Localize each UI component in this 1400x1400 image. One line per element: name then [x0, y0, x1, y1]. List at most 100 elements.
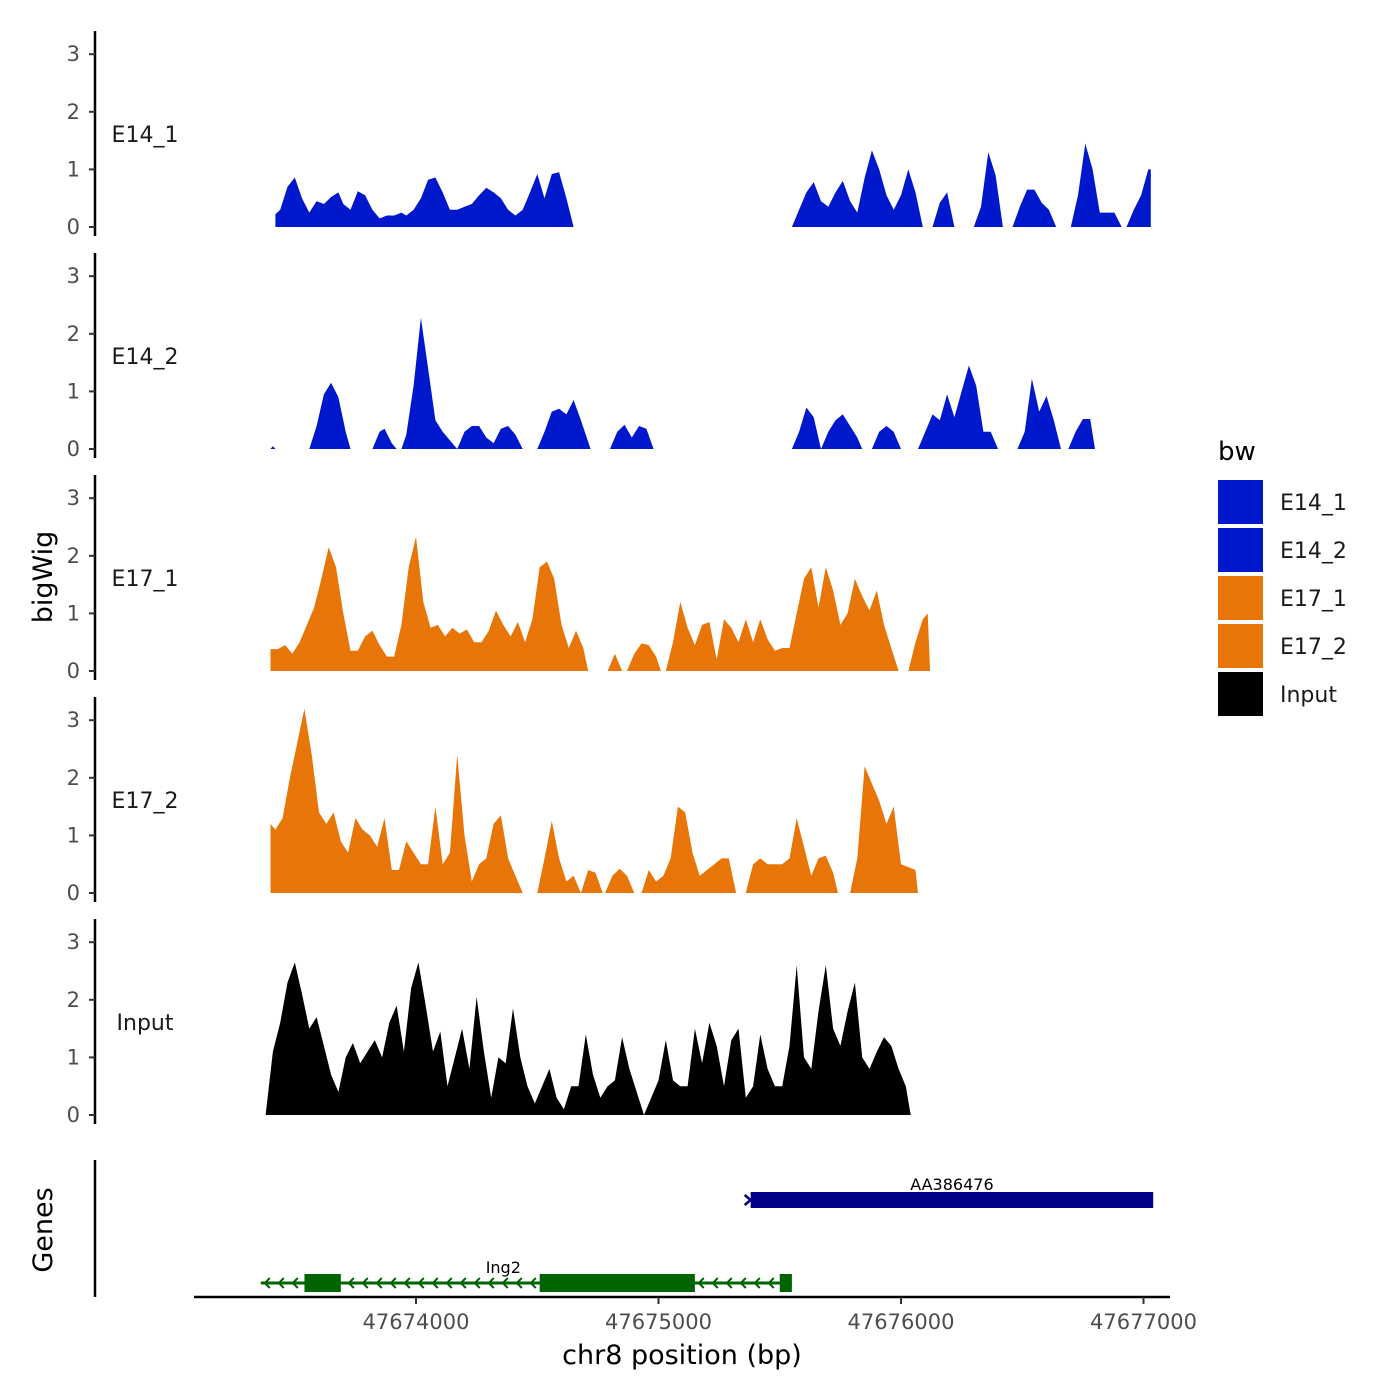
- legend-swatch: [1218, 624, 1263, 668]
- y-tick-label: 3: [67, 486, 80, 510]
- signal-area-E17_2: [745, 818, 838, 893]
- gene-label: AA386476: [910, 1175, 993, 1194]
- strand-arrow: [753, 1277, 761, 1289]
- y-tick-label: 2: [67, 988, 80, 1012]
- strand-arrow: [445, 1277, 453, 1289]
- strand-arrow: [725, 1277, 733, 1289]
- strand-arrow: [739, 1277, 747, 1289]
- legend: bw E14_1 E14_2 E17_1 E17_2 Input: [1218, 437, 1347, 716]
- signal-area-E14_2: [270, 446, 276, 449]
- x-tick-label: 47676000: [848, 1310, 955, 1334]
- strand-arrow: [473, 1277, 481, 1289]
- signal-area-E14_2: [1068, 419, 1095, 449]
- strand-arrow: [361, 1277, 369, 1289]
- strand-arrow: [389, 1277, 397, 1289]
- signal-area-E14_2: [610, 424, 654, 449]
- signal-area-E17_2: [537, 821, 581, 893]
- y-tick-label: 1: [67, 601, 80, 625]
- signal-area-E14_1: [973, 152, 1003, 227]
- strand-arrow: [515, 1277, 523, 1289]
- strand-arrow: [743, 1194, 753, 1206]
- gene-Ing2: Ing2: [260, 1258, 792, 1292]
- legend-label: E14_2: [1280, 539, 1347, 564]
- signal-area-E17_1: [908, 613, 931, 671]
- signal-area-E14_1: [1012, 189, 1057, 227]
- y-tick-label: 3: [67, 264, 80, 288]
- gene-exon: [539, 1274, 695, 1292]
- track-label: E17_1: [112, 567, 179, 592]
- y-axis-title: bigWig: [28, 531, 59, 624]
- track-E14_1: 0 1 2 3 E14_1: [67, 31, 1151, 239]
- signal-area-E14_2: [537, 400, 591, 449]
- legend-swatch: [1218, 528, 1263, 572]
- track-E17_1: 0 1 2 3 E17_1: [67, 475, 931, 683]
- genes-axis-title: Genes: [28, 1187, 59, 1272]
- signal-area-E14_2: [309, 382, 351, 449]
- signal-area-E14_1: [1126, 169, 1151, 227]
- signal-area-E17_2: [605, 868, 635, 893]
- legend-swatch: [1218, 672, 1263, 716]
- signal-area-E17_1: [270, 536, 589, 671]
- strand-arrow: [263, 1277, 271, 1289]
- strand-arrow: [487, 1277, 495, 1289]
- legend-label: E17_1: [1280, 587, 1347, 612]
- y-tick-label: 3: [67, 42, 80, 66]
- gene-label: Ing2: [486, 1258, 521, 1277]
- track-E14_2: 0 1 2 3 E14_2: [67, 253, 1095, 461]
- x-axis: 47674000 47675000 47676000 47677000: [194, 1295, 1197, 1334]
- y-tick-label: 2: [67, 100, 80, 124]
- gene-AA386476: AA386476: [743, 1175, 1154, 1208]
- strand-arrow: [403, 1277, 411, 1289]
- y-tick-label: 1: [67, 379, 80, 403]
- strand-arrow: [459, 1277, 467, 1289]
- signal-area-E17_1: [665, 567, 899, 671]
- track-Input: 0 1 2 3 Input: [67, 919, 911, 1127]
- y-tick-label: 0: [67, 659, 80, 683]
- y-tick-label: 3: [67, 708, 80, 732]
- track-E17_2: 0 1 2 3 E17_2: [67, 697, 918, 905]
- gene-exon: [304, 1274, 341, 1292]
- signal-area-E14_1: [275, 172, 574, 227]
- legend-title: bw: [1218, 437, 1256, 467]
- legend-swatch: [1218, 480, 1263, 524]
- y-tick-label: 1: [67, 157, 80, 181]
- y-tick-label: 1: [67, 823, 80, 847]
- signal-area-E17_2: [270, 708, 523, 893]
- signal-area-E14_2: [791, 407, 821, 449]
- signal-area-E14_2: [918, 365, 998, 449]
- signal-area-E14_2: [372, 428, 397, 449]
- gene-exon: [779, 1274, 792, 1292]
- x-tick-label: 47677000: [1090, 1310, 1197, 1334]
- signal-area-E14_2: [457, 426, 523, 449]
- signal-area-E14_2: [871, 426, 901, 449]
- legend-label: Input: [1280, 683, 1337, 708]
- legend-item-E14_2: E14_2: [1218, 528, 1347, 572]
- strand-arrow: [697, 1277, 705, 1289]
- signal-area-E17_2: [850, 766, 918, 893]
- y-tick-label: 2: [67, 766, 80, 790]
- signal-area-E14_1: [791, 150, 923, 227]
- legend-swatch: [1218, 576, 1263, 620]
- signal-area-E14_1: [1070, 143, 1122, 227]
- x-tick-label: 47674000: [363, 1310, 470, 1334]
- track-label: Input: [117, 1011, 174, 1036]
- gene-track: AA386476 Ing2: [93, 1160, 1154, 1297]
- legend-item-E17_1: E17_1: [1218, 576, 1347, 620]
- signal-area-E17_1: [627, 643, 661, 671]
- strand-arrow: [347, 1277, 355, 1289]
- track-label: E17_2: [112, 789, 179, 814]
- track-label: E14_2: [112, 345, 179, 370]
- signal-area-E17_1: [607, 653, 623, 671]
- strand-arrow: [417, 1277, 425, 1289]
- strand-arrow: [431, 1277, 439, 1289]
- signal-area-Input: [265, 962, 911, 1115]
- legend-label: E14_1: [1280, 491, 1347, 516]
- signal-area-E14_2: [401, 317, 458, 449]
- gene-body: [750, 1192, 1154, 1208]
- x-tick-label: 47675000: [605, 1310, 712, 1334]
- signal-tracks: 0 1 2 3 E14_1 0 1 2 3 E14_2 0 1 2 3 E17_1 0 1 2 3 E17_2 0 1 2 3…: [67, 31, 1151, 1127]
- strand-arrow: [767, 1277, 775, 1289]
- strand-arrow: [277, 1277, 285, 1289]
- signal-area-E17_2: [641, 806, 737, 893]
